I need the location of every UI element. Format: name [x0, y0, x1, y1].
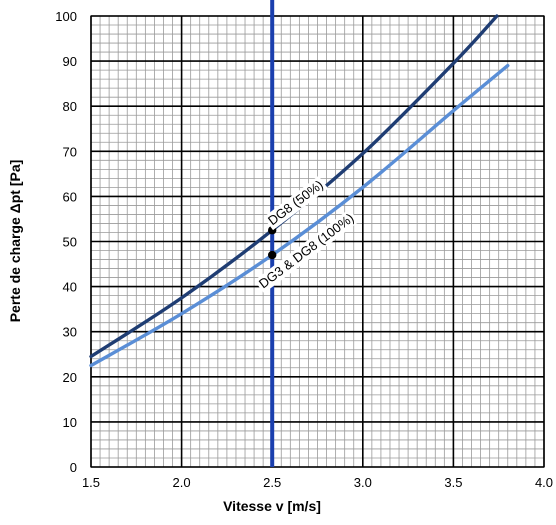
y-tick-label: 0	[70, 460, 77, 475]
x-tick-label: 3.5	[444, 475, 462, 490]
x-axis-ticks: 1.5 2.0 2.5 3.0 3.5 4.0	[82, 475, 553, 490]
x-tick-label: 4.0	[535, 475, 553, 490]
x-tick-label: 3.0	[354, 475, 372, 490]
x-tick-label: 2.0	[173, 475, 191, 490]
y-axis-ticks: 0 10 20 30 40 50 60 70 80 90 100	[55, 9, 77, 475]
marker-point-2	[268, 250, 277, 260]
annotation-background	[254, 208, 359, 294]
x-axis-title: Vitesse v [m/s]	[223, 498, 321, 514]
y-tick-label: 80	[63, 99, 77, 114]
y-tick-label: 50	[63, 235, 77, 250]
y-tick-label: 20	[63, 370, 77, 385]
y-tick-label: 60	[63, 189, 77, 204]
series-line-2	[89, 63, 510, 368]
y-tick-label: 40	[63, 280, 77, 295]
y-tick-label: 90	[63, 54, 77, 69]
y-tick-label: 100	[55, 9, 77, 24]
annotation-background	[263, 175, 329, 231]
marker-layer	[268, 226, 277, 260]
y-tick-label: 70	[63, 144, 77, 159]
y-axis-title: Perte de charge Δpt [Pa]	[7, 160, 23, 323]
x-tick-label: 1.5	[82, 475, 100, 490]
y-tick-label: 10	[63, 415, 77, 430]
x-tick-label: 2.5	[263, 475, 281, 490]
y-tick-label: 30	[63, 325, 77, 340]
plot-frame	[90, 15, 545, 468]
